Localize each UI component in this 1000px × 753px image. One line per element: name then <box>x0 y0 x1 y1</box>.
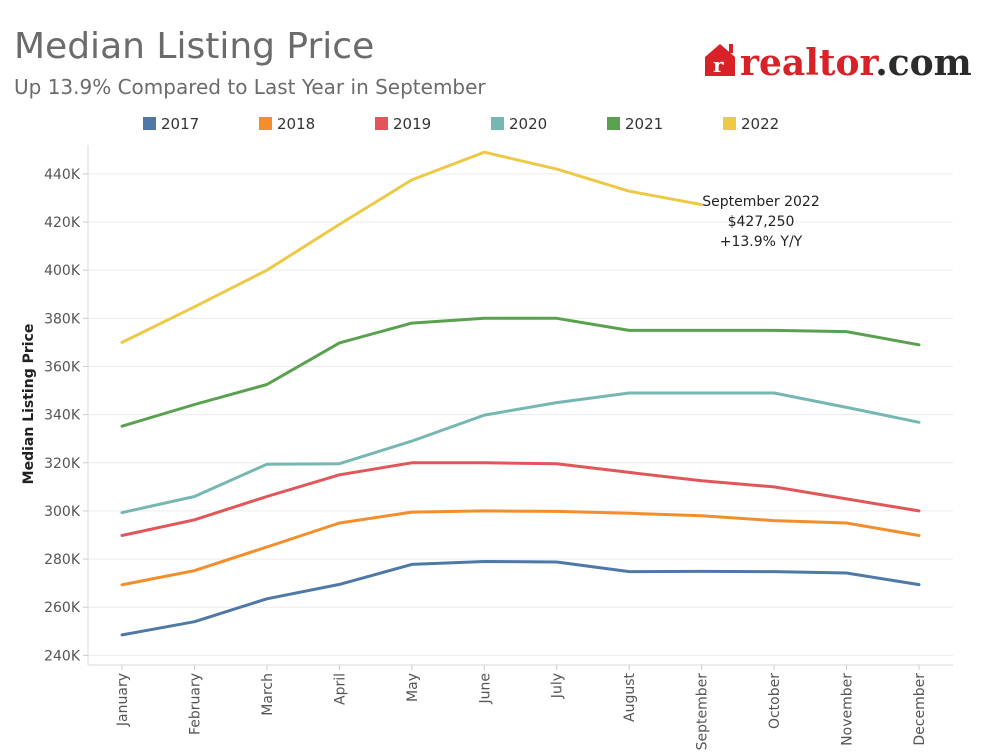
logo-wordmark-part1: realtor <box>740 42 880 84</box>
series-line-2021 <box>120 316 921 428</box>
x-tick-label: August <box>622 672 638 722</box>
september-2022-annotation: September 2022 $427,250 +13.9% Y/Y <box>702 194 819 250</box>
x-tick-label: September <box>695 673 711 751</box>
y-tick-label: 340K <box>44 408 81 424</box>
legend-label: 2021 <box>625 115 663 133</box>
y-tick-label: 380K <box>44 311 81 327</box>
annotation-title: September 2022 <box>702 194 819 210</box>
x-tick-label: February <box>187 673 203 735</box>
legend-swatch <box>723 117 736 130</box>
realtor-logo: r realtor.com <box>705 42 972 84</box>
logo-mark-letter: r <box>713 53 724 77</box>
annotation-change: +13.9% Y/Y <box>720 234 803 250</box>
legend-swatch <box>259 117 272 130</box>
series-line-2020 <box>120 391 921 515</box>
legend-swatch <box>375 117 388 130</box>
y-tick-label: 400K <box>44 263 81 279</box>
legend-item-2020[interactable]: 2020 <box>491 115 547 133</box>
series-line-2019 <box>120 461 921 537</box>
y-tick-label: 320K <box>44 456 81 472</box>
series-line-2018 <box>120 509 921 587</box>
x-tick-label: June <box>477 673 493 705</box>
y-axis-label: Median Listing Price <box>21 324 37 485</box>
x-tick-label: April <box>332 673 348 705</box>
legend-item-2018[interactable]: 2018 <box>259 115 315 133</box>
logo-wordmark: realtor.com <box>740 42 972 84</box>
legend-swatch <box>143 117 156 130</box>
chart-subtitle: Up 13.9% Compared to Last Year in Septem… <box>14 75 486 99</box>
y-tick-label: 360K <box>44 359 81 375</box>
legend: 2017 2018 2019 2020 2021 2022 <box>143 115 779 133</box>
legend-label: 2018 <box>277 115 315 133</box>
x-tick-label: October <box>767 673 783 729</box>
legend-swatch <box>607 117 620 130</box>
y-tick-label: 420K <box>44 215 81 231</box>
legend-label: 2022 <box>741 115 779 133</box>
x-tick-label: March <box>260 673 276 716</box>
y-tick-label: 240K <box>44 648 81 664</box>
y-tick-label: 440K <box>44 167 81 183</box>
y-tick-label: 300K <box>44 504 81 520</box>
y-tick-label: 260K <box>44 600 81 616</box>
legend-item-2021[interactable]: 2021 <box>607 115 663 133</box>
legend-item-2022[interactable]: 2022 <box>723 115 779 133</box>
legend-label: 2020 <box>509 115 547 133</box>
y-tick-label: 280K <box>44 552 81 568</box>
legend-item-2019[interactable]: 2019 <box>375 115 431 133</box>
x-tick-label: November <box>840 673 856 746</box>
legend-label: 2019 <box>393 115 431 133</box>
y-axis-ticks: 240K 260K 280K 300K 320K 340K 360K 380K 400K 420K… <box>44 167 88 664</box>
x-tick-label: July <box>550 673 566 699</box>
x-axis-ticks: January February March April May June July Augu… <box>115 665 928 750</box>
gridlines <box>87 145 953 666</box>
chart-title: Median Listing Price <box>14 26 374 67</box>
series-lines <box>120 150 921 637</box>
series-line-2017 <box>120 560 921 637</box>
legend-label: 2017 <box>161 115 199 133</box>
series-line-2022 <box>120 150 704 344</box>
x-tick-label: December <box>912 673 928 746</box>
legend-item-2017[interactable]: 2017 <box>143 115 199 133</box>
x-tick-label: May <box>405 673 421 702</box>
logo-wordmark-part2: .com <box>875 42 972 84</box>
legend-swatch <box>491 117 504 130</box>
realtor-house-icon: r <box>705 44 735 77</box>
annotation-value: $427,250 <box>728 214 795 230</box>
x-tick-label: January <box>115 673 131 727</box>
